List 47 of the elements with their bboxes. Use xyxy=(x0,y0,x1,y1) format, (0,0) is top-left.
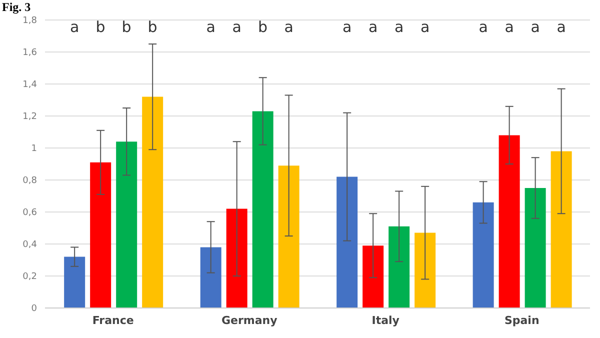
annotation: a xyxy=(420,18,430,36)
annotation: a xyxy=(232,18,242,36)
bar xyxy=(550,151,572,308)
annotation: b xyxy=(258,18,268,36)
y-tick-label: 1,6 xyxy=(22,48,38,58)
bar xyxy=(142,96,164,308)
annotation: a xyxy=(206,18,216,36)
bar xyxy=(524,188,546,308)
bar xyxy=(90,162,112,308)
bar xyxy=(252,111,274,308)
annotation: a xyxy=(556,18,566,36)
bar xyxy=(472,202,494,308)
chart-title: Fig. 3 xyxy=(2,0,31,15)
x-tick-label: France xyxy=(92,314,134,327)
y-tick-label: 1 xyxy=(31,144,37,154)
bar xyxy=(200,247,222,308)
x-tick-label: Italy xyxy=(372,314,400,327)
y-tick-label: 1,2 xyxy=(22,112,37,122)
y-tick-label: 1,4 xyxy=(22,80,38,90)
annotation: b xyxy=(96,18,106,36)
y-tick-label: 0,4 xyxy=(22,240,38,250)
bar xyxy=(226,208,248,308)
x-tick-label: Germany xyxy=(221,314,278,327)
bar xyxy=(64,256,86,308)
annotation: a xyxy=(284,18,294,36)
bar xyxy=(388,226,410,308)
y-tick-label: 0,2 xyxy=(22,272,37,282)
bar xyxy=(336,176,358,308)
annotation: a xyxy=(504,18,514,36)
annotation: a xyxy=(368,18,378,36)
y-tick-label: 0 xyxy=(31,304,38,314)
bar xyxy=(414,232,436,308)
annotation: a xyxy=(342,18,352,36)
annotation: b xyxy=(122,18,132,36)
bar xyxy=(116,142,138,308)
bar xyxy=(278,166,300,308)
y-tick-label: 0,6 xyxy=(22,208,38,218)
annotation: b xyxy=(148,18,158,36)
x-tick-label: Spain xyxy=(504,314,540,327)
annotation: a xyxy=(530,18,540,36)
annotation: a xyxy=(70,18,80,36)
y-tick-label: 0,8 xyxy=(22,176,38,186)
annotation: a xyxy=(394,18,404,36)
annotation: a xyxy=(478,18,488,36)
y-tick-label: 1,8 xyxy=(22,16,38,26)
bar xyxy=(362,246,384,308)
bar xyxy=(498,135,520,308)
